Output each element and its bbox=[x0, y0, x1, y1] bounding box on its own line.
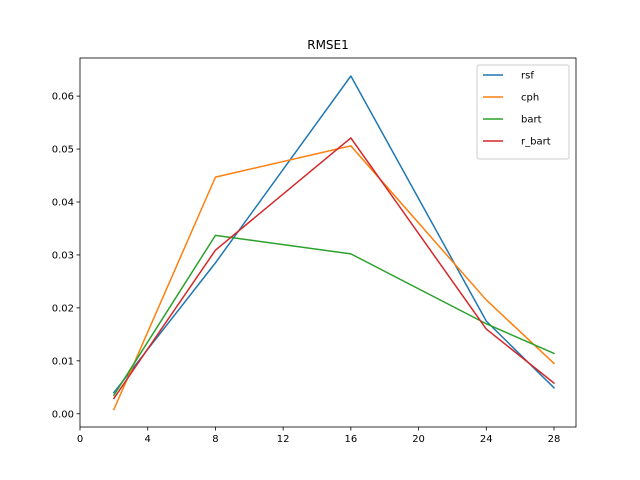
x-tick-label: 28 bbox=[548, 434, 561, 445]
x-tick-label: 8 bbox=[212, 434, 218, 445]
series-line-cph bbox=[112, 145, 556, 411]
y-tick-label: 0.00 bbox=[52, 409, 74, 420]
x-tick-label: 16 bbox=[344, 434, 357, 445]
x-tick-label: 12 bbox=[277, 434, 290, 445]
y-tick-label: 0.04 bbox=[52, 198, 74, 209]
legend-label-rsf: rsf bbox=[521, 71, 534, 82]
y-tick-label: 0.01 bbox=[52, 356, 74, 367]
legend-label-r-bart: r_bart bbox=[521, 137, 551, 148]
plot-area: 0 4 8 12 16 20 24 28 0.00 0.01 0.02 0.03 0.04 0.05 0.0… bbox=[52, 57, 577, 445]
series-line-r-bart bbox=[112, 137, 556, 400]
y-tick-label: 0.05 bbox=[52, 145, 74, 156]
chart-title: RMSE1 bbox=[307, 38, 349, 52]
x-tick-label: 24 bbox=[480, 434, 493, 445]
axes-frame bbox=[79, 57, 577, 428]
legend-box bbox=[476, 64, 570, 160]
series-line-bart bbox=[112, 234, 555, 397]
legend-label-cph: cph bbox=[521, 93, 539, 104]
y-tick-label: 0.03 bbox=[52, 250, 74, 261]
legend: rsf cph bart r_bart bbox=[476, 64, 570, 160]
x-tick-label: 4 bbox=[145, 434, 151, 445]
y-tick-label: 0.06 bbox=[52, 92, 74, 103]
x-tick-label: 20 bbox=[412, 434, 425, 445]
x-tick-label: 0 bbox=[77, 434, 83, 445]
y-tick-label: 0.02 bbox=[52, 303, 74, 314]
legend-label-bart: bart bbox=[521, 115, 542, 126]
series-line-rsf bbox=[112, 75, 556, 394]
